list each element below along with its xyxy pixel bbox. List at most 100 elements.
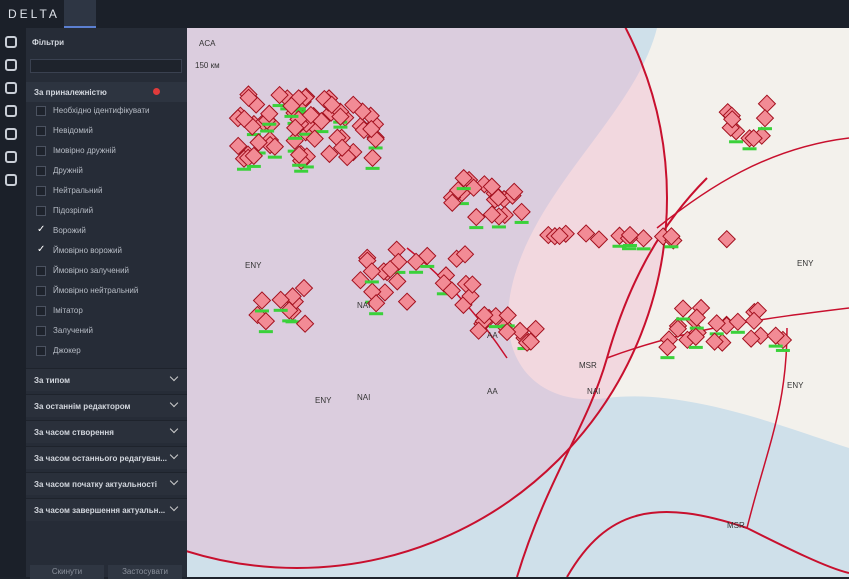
checkbox[interactable] xyxy=(36,106,46,116)
option-label: Дружній xyxy=(53,166,83,175)
unit-marker xyxy=(289,145,309,164)
unit-marker xyxy=(489,188,508,207)
option-label: Ймовірно ворожий xyxy=(53,246,122,255)
map[interactable]: 150 км ACA ENY NAI AA MSR ENY NAI AA ENY MSR NAI ENY xyxy=(187,28,849,577)
unit-marker xyxy=(322,95,341,114)
unit-marker xyxy=(362,262,382,281)
unit-marker xyxy=(265,137,285,156)
checkbox[interactable] xyxy=(36,346,46,356)
unit-marker xyxy=(728,312,748,331)
unit-tag xyxy=(469,226,484,230)
unit-tag xyxy=(254,309,269,313)
unit-marker xyxy=(443,193,462,212)
unit-tag xyxy=(729,140,744,144)
unit-tag xyxy=(514,220,529,224)
unit-marker xyxy=(464,178,483,197)
checkbox[interactable] xyxy=(36,244,46,256)
map-label: NAI xyxy=(357,393,370,402)
unit-marker xyxy=(755,108,775,128)
layers-icon[interactable] xyxy=(5,82,17,94)
list-icon[interactable] xyxy=(5,128,17,140)
map-label: ENY xyxy=(315,396,332,405)
option-label: Нейтральний xyxy=(53,186,103,195)
section-title: За часом останнього редагуван... xyxy=(34,454,167,463)
gallery-icon[interactable] xyxy=(5,59,17,71)
globe-icon[interactable] xyxy=(5,36,17,48)
map-label: MSR xyxy=(727,521,745,530)
unit-tag xyxy=(420,264,435,268)
filter-section[interactable]: За часом останнього редагуван... xyxy=(26,446,187,469)
unit-tag xyxy=(369,312,384,316)
filter-section[interactable]: За типом xyxy=(26,368,187,391)
checkbox[interactable] xyxy=(36,326,46,336)
unit-tag xyxy=(456,187,471,191)
unit-marker xyxy=(301,105,321,125)
add-icon[interactable] xyxy=(5,174,17,186)
filter-section[interactable]: За часом початку актуальності xyxy=(26,472,187,495)
unit-tag xyxy=(491,225,506,229)
unit-marker xyxy=(510,321,530,341)
map-label: MSR xyxy=(579,361,597,370)
panel-button[interactable]: Застосувати xyxy=(108,565,182,579)
unit-marker xyxy=(461,286,480,306)
section-title: За часом створення xyxy=(34,428,114,437)
checkbox[interactable] xyxy=(36,186,46,196)
unit-marker xyxy=(249,133,268,152)
unit-marker xyxy=(380,259,400,279)
unit-marker xyxy=(256,311,276,331)
unit-tag xyxy=(299,132,314,136)
unit-marker xyxy=(295,314,315,333)
unit-tag xyxy=(664,245,679,249)
unit-marker xyxy=(320,144,339,164)
filter-section[interactable]: За останнім редактором xyxy=(26,394,187,417)
checkbox[interactable] xyxy=(36,306,46,316)
map-label: NAI xyxy=(587,387,600,396)
filter-section[interactable]: За часом створення xyxy=(26,420,187,443)
checkbox[interactable] xyxy=(36,166,46,176)
unit-marker xyxy=(387,240,406,259)
map-tab[interactable] xyxy=(64,0,96,28)
map-label: ENY xyxy=(245,261,262,270)
option-label: Імовірно дружній xyxy=(53,146,116,155)
unit-tag xyxy=(273,308,288,312)
unit-tag xyxy=(636,247,651,251)
option-label: Ймовірно нейтральний xyxy=(53,286,139,295)
unit-marker xyxy=(526,319,545,339)
unit-marker xyxy=(363,148,382,168)
history-icon[interactable] xyxy=(5,105,17,117)
group-header[interactable]: За приналежністю xyxy=(26,82,187,102)
checkbox[interactable] xyxy=(36,266,46,276)
unit-marker xyxy=(442,281,462,300)
filter-select[interactable] xyxy=(30,59,182,73)
unit-marker xyxy=(687,308,706,327)
checkbox[interactable] xyxy=(36,224,46,236)
unit-tag xyxy=(436,292,451,296)
unit-tag xyxy=(267,155,282,159)
checkbox[interactable] xyxy=(36,126,46,136)
filter-icon[interactable] xyxy=(5,151,17,163)
unit-marker xyxy=(366,294,386,313)
unit-marker xyxy=(455,245,475,264)
unit-tag xyxy=(294,169,309,173)
map-label: ACA xyxy=(199,39,216,48)
checkbox[interactable] xyxy=(36,286,46,296)
unit-tag xyxy=(260,129,275,133)
unit-marker xyxy=(744,129,763,148)
unit-tag xyxy=(742,147,757,151)
unit-marker xyxy=(705,332,724,351)
unit-tag xyxy=(622,247,637,251)
filter-section[interactable]: За часом завершення актуальн... xyxy=(26,498,187,521)
unit-marker xyxy=(252,291,272,310)
checkbox[interactable] xyxy=(36,146,46,156)
road xyxy=(656,137,849,229)
unit-marker xyxy=(388,272,407,291)
badge xyxy=(153,88,160,95)
option-label: Ворожий xyxy=(53,226,86,235)
checkbox[interactable] xyxy=(36,206,46,216)
unit-marker xyxy=(294,278,314,298)
unit-tag xyxy=(295,110,310,114)
filter-panel: Фільтри За приналежністю Необхідно ідент… xyxy=(26,28,187,579)
panel-button[interactable]: Скинути xyxy=(30,565,104,579)
road xyxy=(746,327,788,529)
